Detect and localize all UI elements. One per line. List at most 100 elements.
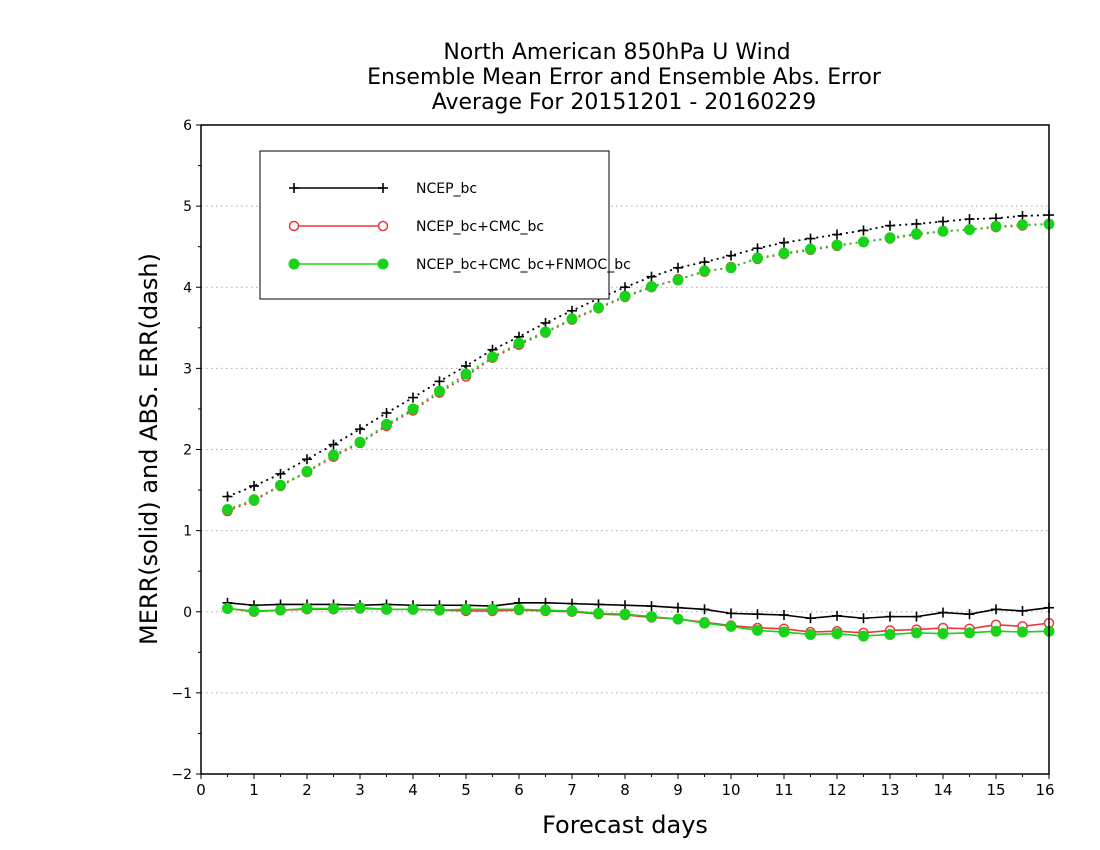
line-merr-ncep-bc-cmc-bc-fnmoc-bc	[227, 606, 1050, 637]
point-abserr-ncep-bc-cmc-bc-fnmoc-bc	[725, 262, 737, 274]
point-abserr-ncep-bc-cmc-bc-fnmoc-bc	[460, 368, 472, 380]
y-tick-label-4: 2	[183, 443, 192, 459]
point-merr-ncep-bc-cmc-bc-fnmoc-bc	[407, 603, 419, 615]
legend-item-ncep-bc: NCEP_bc	[289, 181, 477, 197]
y-tick-label-8: 6	[183, 118, 192, 134]
point-merr-ncep-bc	[726, 608, 736, 619]
series-ncep-bc	[222, 210, 1054, 624]
point-merr-ncep-bc-cmc-bc-fnmoc-bc	[381, 603, 392, 615]
legend-marker-start	[289, 183, 299, 193]
point-abserr-ncep-bc-cmc-bc-fnmoc-bc	[434, 385, 445, 397]
point-abserr-ncep-bc	[620, 282, 630, 293]
x-tick-label-6: 6	[514, 781, 524, 799]
point-abserr-ncep-bc-cmc-bc-fnmoc-bc	[593, 302, 604, 314]
point-abserr-ncep-bc-cmc-bc-fnmoc-bc	[672, 274, 684, 286]
x-axis-label: Forecast days	[542, 811, 708, 839]
point-abserr-ncep-bc	[355, 424, 365, 435]
point-merr-ncep-bc-cmc-bc-fnmoc-bc	[593, 607, 604, 619]
legend-label: NCEP_bc+CMC_bc	[416, 219, 544, 235]
point-merr-ncep-bc-cmc-bc-fnmoc-bc	[487, 603, 498, 615]
point-merr-ncep-bc-cmc-bc-fnmoc-bc	[937, 628, 949, 640]
point-merr-ncep-bc	[646, 601, 657, 612]
point-merr-ncep-bc	[593, 599, 604, 610]
point-abserr-ncep-bc	[434, 376, 445, 387]
point-abserr-ncep-bc	[779, 237, 789, 248]
legend-box	[259, 150, 610, 300]
legend-label: NCEP_bc	[416, 181, 477, 197]
point-abserr-ncep-bc	[699, 257, 710, 268]
point-abserr-ncep-bc	[275, 468, 286, 479]
point-abserr-ncep-bc-cmc-bc-fnmoc-bc	[858, 236, 869, 248]
legend-marker-end	[378, 183, 388, 193]
point-abserr-ncep-bc	[249, 481, 259, 492]
legend-marker-end	[377, 220, 389, 232]
point-abserr-ncep-bc	[885, 220, 895, 231]
point-abserr-ncep-bc-cmc-bc-fnmoc-bc	[301, 465, 313, 477]
point-abserr-ncep-bc	[328, 439, 339, 450]
y-axis-label: MERR(solid) and ABS. ERR(dash)	[135, 253, 163, 645]
point-abserr-ncep-bc	[911, 218, 922, 229]
point-merr-ncep-bc	[699, 604, 710, 615]
legend-marker-start	[288, 258, 300, 270]
point-abserr-ncep-bc-cmc-bc-fnmoc-bc	[540, 326, 551, 338]
point-abserr-ncep-bc	[540, 317, 551, 328]
x-tick-label-9: 9	[673, 781, 683, 799]
point-abserr-ncep-bc-cmc-bc-fnmoc-bc	[381, 418, 392, 430]
legend-item-ncep-bc-cmc-bc-fnmoc-bc: NCEP_bc+CMC_bc+FNMOC_bc	[288, 257, 631, 273]
x-tick-label-8: 8	[620, 781, 630, 799]
y-tick-label-3: 1	[183, 524, 192, 540]
point-merr-ncep-bc-cmc-bc-fnmoc-bc	[646, 611, 657, 623]
x-tick-label-14: 14	[933, 781, 952, 799]
point-merr-ncep-bc	[752, 609, 763, 620]
x-tick-label-7: 7	[567, 781, 577, 799]
point-abserr-ncep-bc-cmc-bc-fnmoc-bc	[354, 436, 366, 448]
legend-marker-start	[288, 220, 300, 232]
point-abserr-ncep-bc-cmc-bc-fnmoc-bc	[328, 449, 339, 461]
point-abserr-ncep-bc-cmc-bc-fnmoc-bc	[275, 479, 286, 491]
point-merr-ncep-bc	[964, 609, 975, 620]
point-abserr-ncep-bc	[408, 392, 418, 403]
x-axis-ticks: 0 1 2 3 4 5 6 7 8 9 10 11 12 13 14 15 16	[196, 774, 1055, 799]
point-merr-ncep-bc-cmc-bc-fnmoc-bc	[328, 603, 339, 615]
chart-title: North American 850hPa U Wind Ensemble Me…	[367, 40, 882, 115]
point-merr-ncep-bc	[620, 600, 630, 611]
point-abserr-ncep-bc-cmc-bc-fnmoc-bc	[831, 239, 843, 251]
point-abserr-ncep-bc-cmc-bc-fnmoc-bc	[778, 247, 790, 259]
point-merr-ncep-bc-cmc-bc-fnmoc-bc	[805, 628, 816, 640]
point-abserr-ncep-bc	[858, 225, 869, 236]
point-abserr-ncep-bc-cmc-bc-fnmoc-bc	[407, 403, 419, 415]
y-tick-label-7: 5	[183, 199, 192, 215]
series-layer	[222, 210, 1055, 642]
point-merr-ncep-bc-cmc-bc-fnmoc-bc	[619, 608, 631, 620]
x-tick-label-5: 5	[461, 781, 471, 799]
point-merr-ncep-bc	[858, 613, 869, 624]
x-tick-label-1: 1	[249, 781, 259, 799]
point-abserr-ncep-bc	[381, 407, 392, 418]
point-abserr-ncep-bc-cmc-bc-fnmoc-bc	[1017, 219, 1028, 231]
point-abserr-ncep-bc	[222, 491, 233, 502]
point-merr-ncep-bc-cmc-bc-fnmoc-bc	[699, 617, 710, 629]
point-merr-ncep-bc	[991, 604, 1001, 615]
point-merr-ncep-bc-cmc-bc-fnmoc-bc	[354, 602, 366, 614]
y-tick-label-5: 3	[183, 361, 192, 377]
point-merr-ncep-bc-cmc-bc-fnmoc-bc	[434, 604, 445, 616]
point-abserr-ncep-bc	[726, 250, 736, 261]
point-merr-ncep-bc-cmc-bc-fnmoc-bc	[911, 627, 922, 639]
point-merr-ncep-bc-cmc-bc-fnmoc-bc	[540, 604, 551, 616]
point-merr-ncep-bc-cmc-bc-fnmoc-bc	[275, 604, 286, 616]
y-axis-ticks: −2 −1 0 1 2 3 4 5 6	[171, 118, 201, 783]
point-abserr-ncep-bc	[832, 229, 842, 240]
point-abserr-ncep-bc	[646, 271, 657, 282]
point-merr-ncep-bc-cmc-bc-fnmoc-bc	[301, 603, 313, 615]
y-tick-label-6: 4	[183, 280, 192, 296]
point-merr-ncep-bc	[1017, 605, 1028, 616]
legend: NCEP_bc NCEP_bc+CMC_bc NCEP_bc+CMC_bc+FNMO…	[259, 150, 631, 300]
point-merr-ncep-bc-cmc-bc-fnmoc-bc	[1017, 626, 1028, 638]
point-merr-ncep-bc-cmc-bc-fnmoc-bc	[460, 603, 472, 615]
point-merr-ncep-bc	[673, 602, 683, 613]
point-merr-ncep-bc-cmc-bc-fnmoc-bc	[566, 605, 578, 617]
point-abserr-ncep-bc	[673, 262, 683, 273]
point-abserr-ncep-bc-cmc-bc-fnmoc-bc	[646, 280, 657, 292]
legend-item-ncep-bc-cmc-bc: NCEP_bc+CMC_bc	[288, 219, 544, 235]
